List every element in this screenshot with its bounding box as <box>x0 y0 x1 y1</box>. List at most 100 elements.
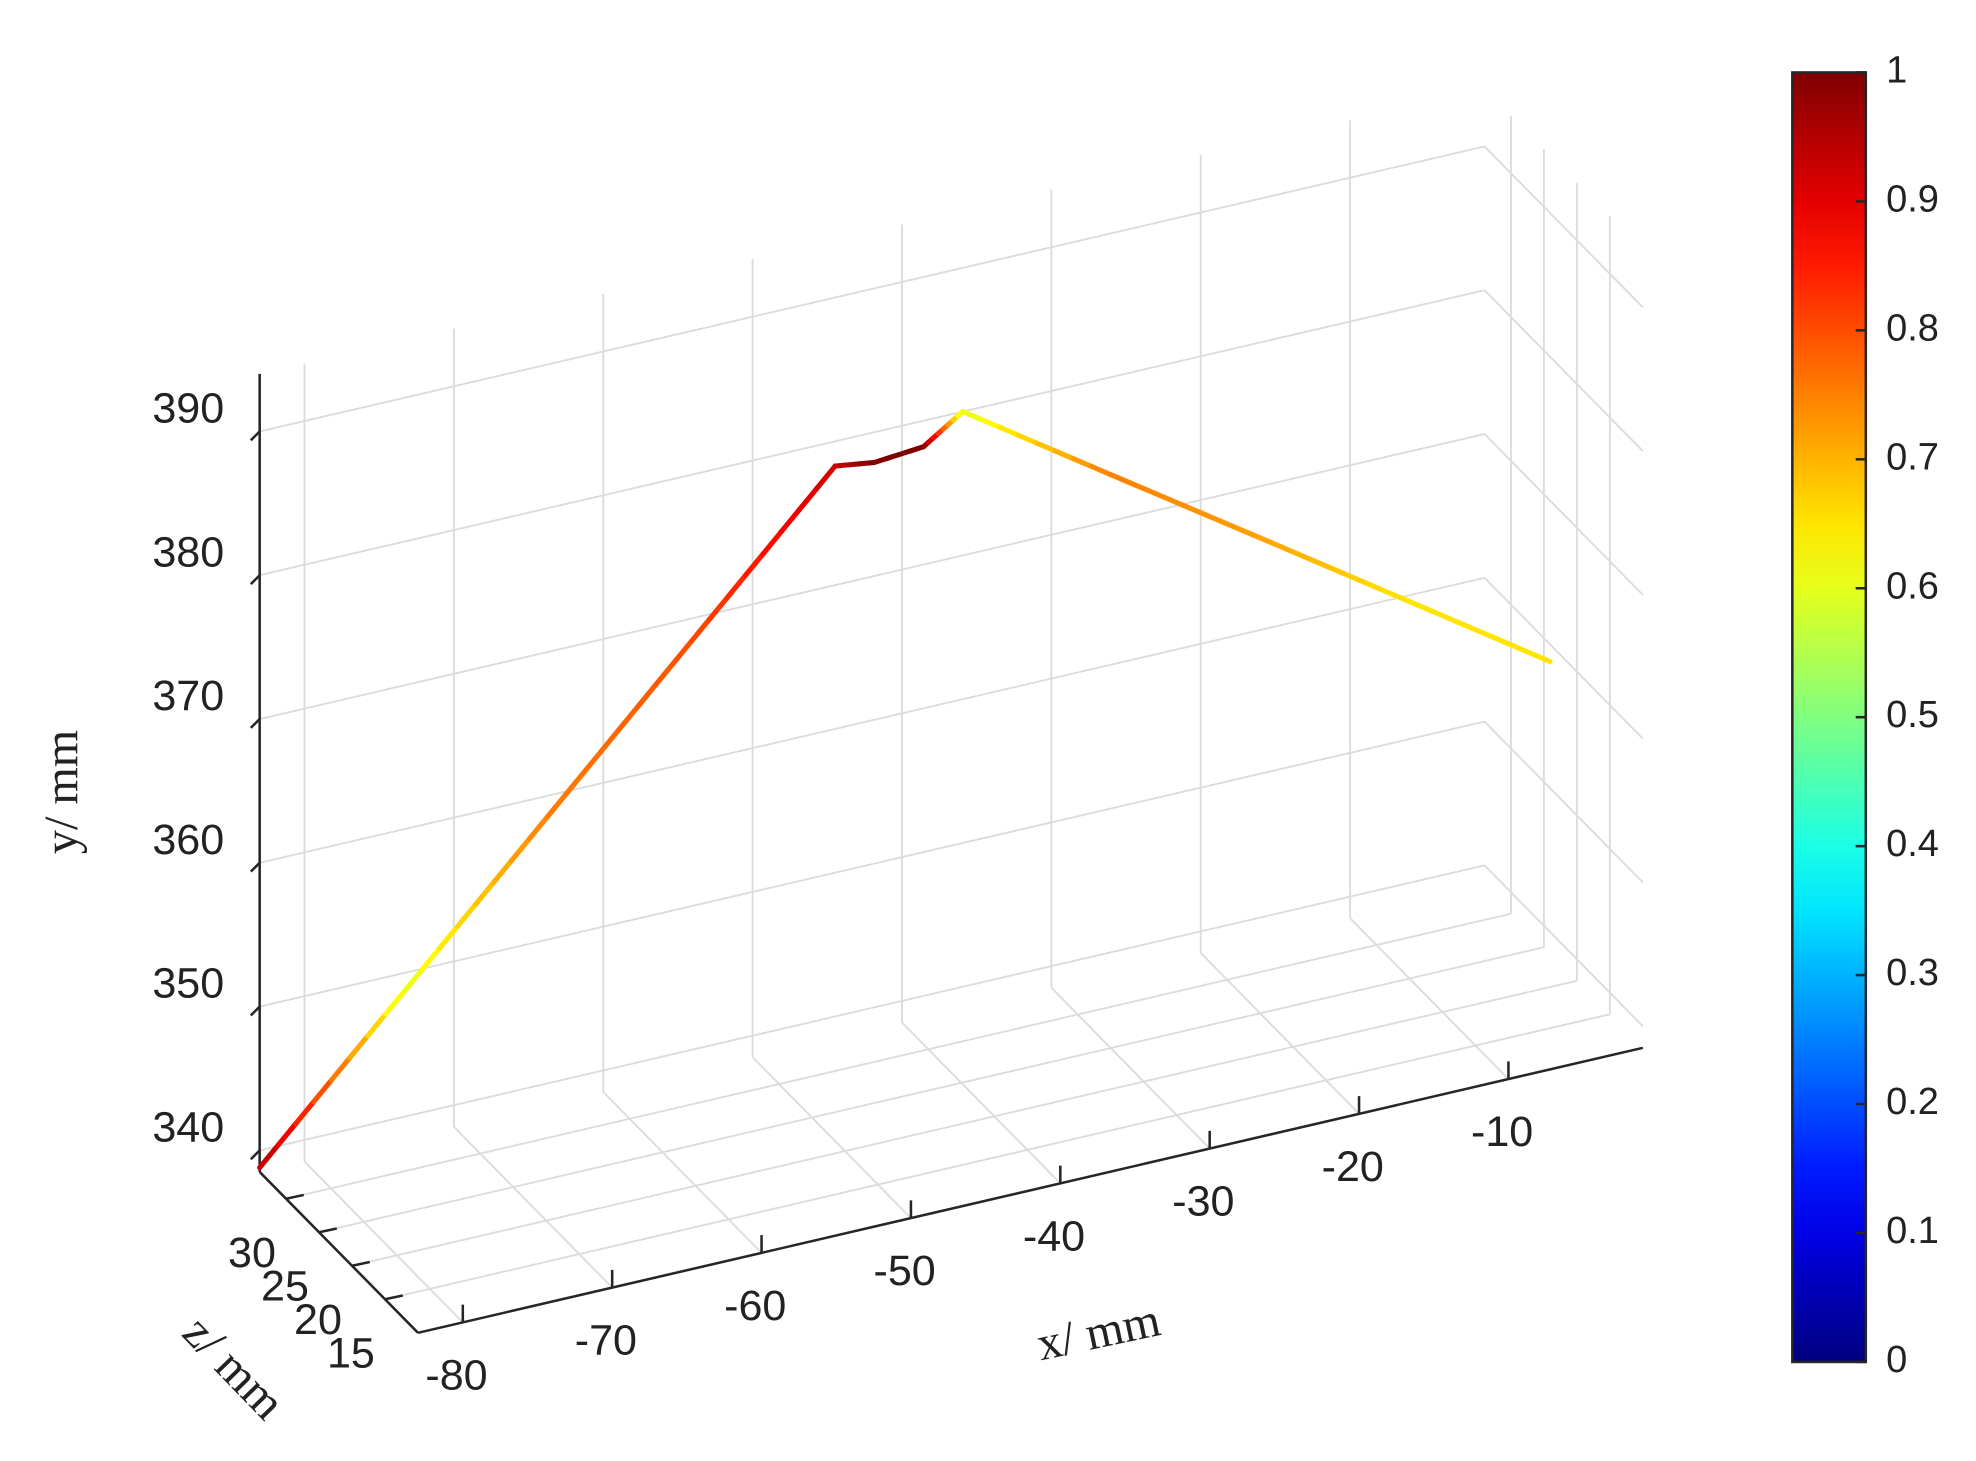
y-tick <box>249 1005 261 1017</box>
x-axis <box>417 1046 1644 1335</box>
line-piece <box>418 945 443 973</box>
line-piece <box>1345 572 1369 586</box>
line-piece <box>1400 596 1424 610</box>
z-tick-label: 20 <box>294 1296 342 1344</box>
grid-line <box>1200 952 1360 1115</box>
line-piece <box>347 1033 371 1061</box>
grid-line <box>901 1021 1061 1185</box>
colorbar-tick-label: 0.7 <box>1886 436 1939 478</box>
line-piece <box>275 1121 299 1149</box>
line-segment <box>832 459 877 469</box>
grid-line <box>259 289 1485 577</box>
line-piece <box>1492 635 1516 649</box>
line-piece <box>490 858 514 886</box>
colorbar-tick-label: 0.4 <box>1886 823 1939 865</box>
line-piece <box>1107 471 1131 485</box>
x-axis-title: x/ mm <box>1032 1293 1165 1371</box>
z-tick <box>351 1260 371 1268</box>
line-piece <box>724 573 748 601</box>
grid-line <box>453 1126 613 1289</box>
line-piece <box>436 923 461 951</box>
y-tick-label: 390 <box>152 385 224 433</box>
line-piece <box>1216 518 1240 531</box>
line-segment <box>960 408 1113 477</box>
y-tick <box>249 861 261 873</box>
y-tick-label: 350 <box>152 960 224 1008</box>
line-segment <box>257 989 407 1171</box>
line-segment <box>544 638 694 820</box>
line-segment <box>1400 596 1553 665</box>
grid-line <box>259 576 1485 864</box>
line-piece <box>526 814 550 842</box>
line-piece <box>616 704 640 732</box>
colorbar-tick-label: 0 <box>1886 1339 1907 1381</box>
line-piece <box>598 726 622 754</box>
line-segment <box>400 814 550 995</box>
line-piece <box>1308 556 1332 570</box>
line-piece <box>1125 479 1149 493</box>
line-piece <box>508 836 532 864</box>
line-piece <box>1015 432 1039 446</box>
line-segment <box>688 463 838 644</box>
grid-line <box>259 145 1485 433</box>
x-tick-label: -80 <box>425 1351 487 1399</box>
colorbar <box>1791 71 1868 1364</box>
line-piece <box>1363 580 1388 594</box>
line-piece <box>580 748 604 776</box>
z-tick <box>318 1227 338 1234</box>
y-tick <box>249 574 261 585</box>
grid-line <box>259 720 1485 1008</box>
line-piece <box>706 595 730 623</box>
line-piece <box>670 638 694 666</box>
line-piece <box>778 507 802 535</box>
line-piece <box>688 616 712 644</box>
line-piece <box>1143 487 1168 500</box>
line-segment <box>871 444 927 466</box>
line-piece <box>1510 643 1535 657</box>
line-piece <box>472 880 496 908</box>
x-tick-label: -20 <box>1322 1143 1384 1191</box>
line-piece <box>1455 619 1480 633</box>
line-piece <box>1052 448 1076 462</box>
line-piece <box>454 901 478 929</box>
line-piece <box>1070 456 1095 469</box>
line-piece <box>1198 510 1222 524</box>
line-piece <box>544 792 568 820</box>
line-piece <box>1289 549 1314 563</box>
z-tick <box>285 1193 305 1200</box>
grid-line <box>1483 720 1644 884</box>
colorbar-tick-label: 0.6 <box>1886 565 1939 607</box>
y-tick <box>249 718 261 729</box>
line-piece <box>1234 525 1259 539</box>
line-piece <box>400 967 425 995</box>
grid-line <box>1483 864 1644 1027</box>
grid-line <box>1483 289 1644 452</box>
y-tick <box>249 430 261 442</box>
line-piece <box>996 424 1021 438</box>
z-tick-label: 25 <box>261 1263 309 1311</box>
line-piece <box>1326 564 1351 578</box>
y-tick <box>249 1149 261 1161</box>
colorbar-tick-label: 0.2 <box>1886 1081 1939 1123</box>
line-piece <box>1381 588 1406 602</box>
z-tick <box>384 1294 404 1301</box>
line-piece <box>652 660 676 688</box>
grid-line <box>1483 577 1644 740</box>
line-piece <box>960 408 984 422</box>
line-piece <box>1271 541 1296 555</box>
line-piece <box>1180 502 1204 516</box>
grid-line <box>602 1091 763 1254</box>
line-piece <box>978 416 1003 430</box>
line-segment <box>921 408 966 450</box>
line-segment <box>1253 533 1406 602</box>
y-tick-label: 340 <box>152 1103 224 1151</box>
line-piece <box>293 1099 317 1127</box>
colorbar-tick-label: 0.1 <box>1886 1210 1939 1252</box>
line-piece <box>1033 440 1058 454</box>
line-piece <box>1418 604 1443 617</box>
line-piece <box>1473 627 1498 641</box>
z-tick-label: 30 <box>228 1229 276 1277</box>
colorbar-tick-label: 0.3 <box>1886 952 1939 994</box>
line-piece <box>1437 611 1461 625</box>
